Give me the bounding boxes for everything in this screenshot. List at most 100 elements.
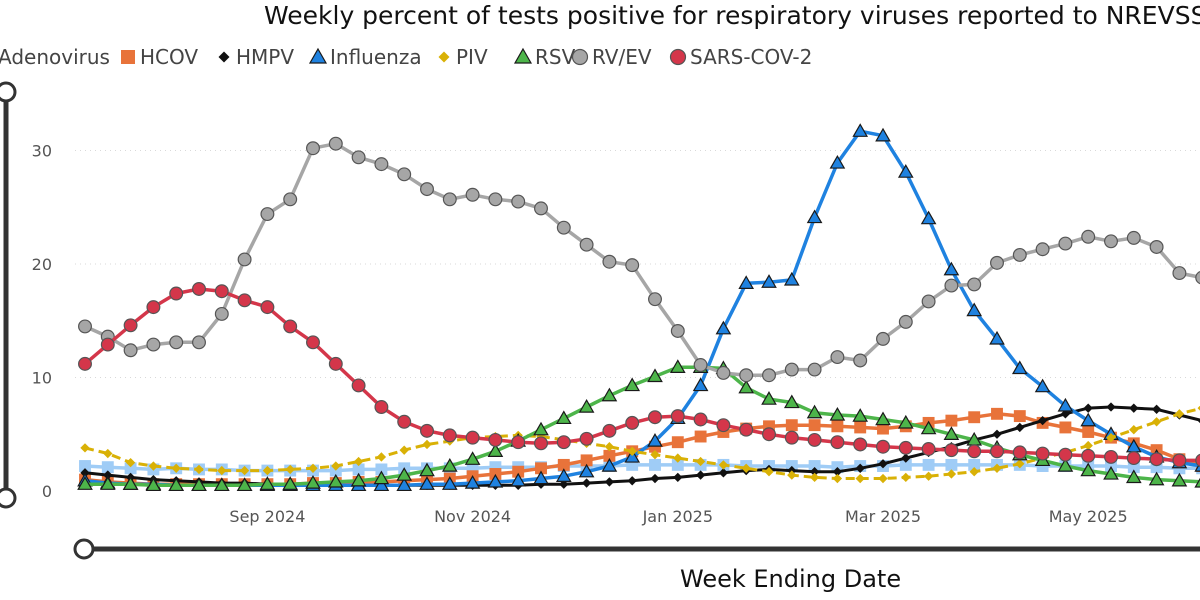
legend: Adenovirus HCOV HMPV Influenza PIV RSV RV/EV SA… [0,45,812,69]
data-point-rv-ev-32 [807,362,822,377]
series-rsv [77,359,1200,492]
data-point-rsv-47 [1148,471,1165,486]
data-point-rsv-0 [77,476,93,490]
data-point-piv-5 [194,464,204,475]
data-point-sars-cov-2-29 [739,422,754,437]
data-point-piv-10 [308,463,318,473]
data-point-influenza-27 [692,377,709,392]
data-point-rv-ev-31 [784,362,799,377]
legend-item-piv[interactable]: PIV [438,45,488,69]
data-point-rv-ev-37 [921,294,936,309]
data-point-sars-cov-2-2 [123,318,138,333]
data-point-rsv-18 [487,443,504,457]
data-point-influenza-15 [419,476,435,490]
data-point-rv-ev-16 [442,192,457,207]
series-line-influenza [84,129,1200,488]
data-point-rsv-11 [327,473,344,488]
data-point-piv-40 [992,463,1002,473]
data-point-piv-23 [604,442,615,452]
data-point-sars-cov-2-46 [1126,451,1141,466]
data-point-rsv-25 [647,368,663,383]
data-point-piv-24 [627,446,637,456]
data-point-rv-ev-3 [146,337,161,352]
data-point-sars-cov-2-23 [602,423,617,438]
data-point-adenovirus-37 [922,458,935,471]
data-point-hcov-33 [831,420,844,433]
legend-item-sars-cov-2[interactable]: SARS-COV-2 [669,45,813,69]
data-point-sars-cov-2-30 [762,427,776,442]
legend-item-rsv[interactable]: RSV [513,45,576,69]
legend-label-hcov: HCOV [140,45,198,69]
legend-item-hcov[interactable]: HCOV [121,45,198,69]
data-point-sars-cov-2-44 [1081,448,1096,463]
legend-label-influenza: Influenza [330,45,422,69]
data-point-influenza-37 [920,210,937,225]
data-point-influenza-42 [1034,378,1051,393]
data-point-rv-ev-2 [123,343,138,358]
data-point-rv-ev-26 [670,323,685,338]
data-point-rv-ev-46 [1126,230,1141,245]
data-point-sars-cov-2-40 [990,444,1004,459]
data-point-rsv-45 [1103,465,1119,480]
data-point-piv-15 [422,439,432,450]
data-point-influenza-13 [373,477,390,492]
data-point-sars-cov-2-36 [898,440,913,455]
data-point-adenovirus-24 [626,458,639,471]
data-point-rv-ev-19 [511,194,526,209]
data-point-sars-cov-2-45 [1104,449,1118,464]
data-point-rv-ev-43 [1058,236,1073,251]
data-point-piv-4 [171,463,181,473]
data-point-rsv-49 [1194,477,1200,488]
data-point-adenovirus-0 [79,460,91,472]
data-point-hmpv-33 [832,467,843,477]
data-point-rsv-15 [419,462,435,477]
data-point-hmpv-49 [1197,418,1200,424]
data-point-hcov-44 [1082,426,1095,438]
data-point-hcov-31 [785,419,798,432]
series-hmpv [80,402,1200,490]
data-point-sars-cov-2-38 [944,443,959,458]
data-point-sars-cov-2-19 [511,435,526,450]
series-line-piv [84,407,1200,480]
data-point-sars-cov-2-48 [1172,453,1187,468]
data-point-adenovirus-47 [1150,461,1163,474]
data-point-adenovirus-13 [375,463,388,476]
legend-item-rv-ev[interactable]: RV/EV [571,45,652,69]
data-point-rv-ev-29 [739,368,754,383]
data-point-rsv-46 [1125,469,1142,484]
data-point-hcov-34 [854,421,867,434]
series-sars-cov-2 [78,281,1200,468]
y-zoom-slider-handle-top[interactable] [0,81,17,103]
data-point-hmpv-47 [1151,404,1162,414]
data-point-rv-ev-5 [192,335,206,350]
data-point-hcov-21 [557,458,570,471]
data-point-adenovirus-1 [101,461,114,474]
data-point-rsv-33 [829,406,846,421]
data-point-sars-cov-2-21 [556,435,571,450]
data-point-sars-cov-2-18 [488,432,503,447]
data-point-piv-13 [376,452,387,462]
data-point-hmpv-36 [901,453,911,463]
data-point-rv-ev-41 [1012,247,1027,262]
data-point-rv-ev-27 [693,358,708,372]
legend-item-influenza[interactable]: Influenza [308,45,422,69]
x-zoom-slider-handle-left[interactable] [73,538,95,560]
data-point-sars-cov-2-15 [420,423,434,438]
data-point-sars-cov-2-14 [397,414,412,429]
data-point-hmpv-35 [878,459,888,469]
data-point-adenovirus-36 [899,458,912,471]
data-point-piv-30 [764,467,774,477]
series-influenza [77,123,1200,492]
data-point-hmpv-26 [673,472,683,483]
data-point-piv-27 [695,456,706,467]
data-point-sars-cov-2-39 [967,444,982,459]
data-point-hmpv-45 [1106,402,1116,412]
legend-item-adenovirus[interactable]: Adenovirus [0,45,110,69]
legend-item-hmpv[interactable]: HMPV [218,45,295,69]
data-point-adenovirus-12 [352,463,365,476]
data-point-hmpv-27 [695,470,706,480]
legend-marker-influenza [308,47,328,64]
data-point-piv-8 [262,465,273,476]
y-zoom-slider-handle-bottom[interactable] [0,487,17,509]
